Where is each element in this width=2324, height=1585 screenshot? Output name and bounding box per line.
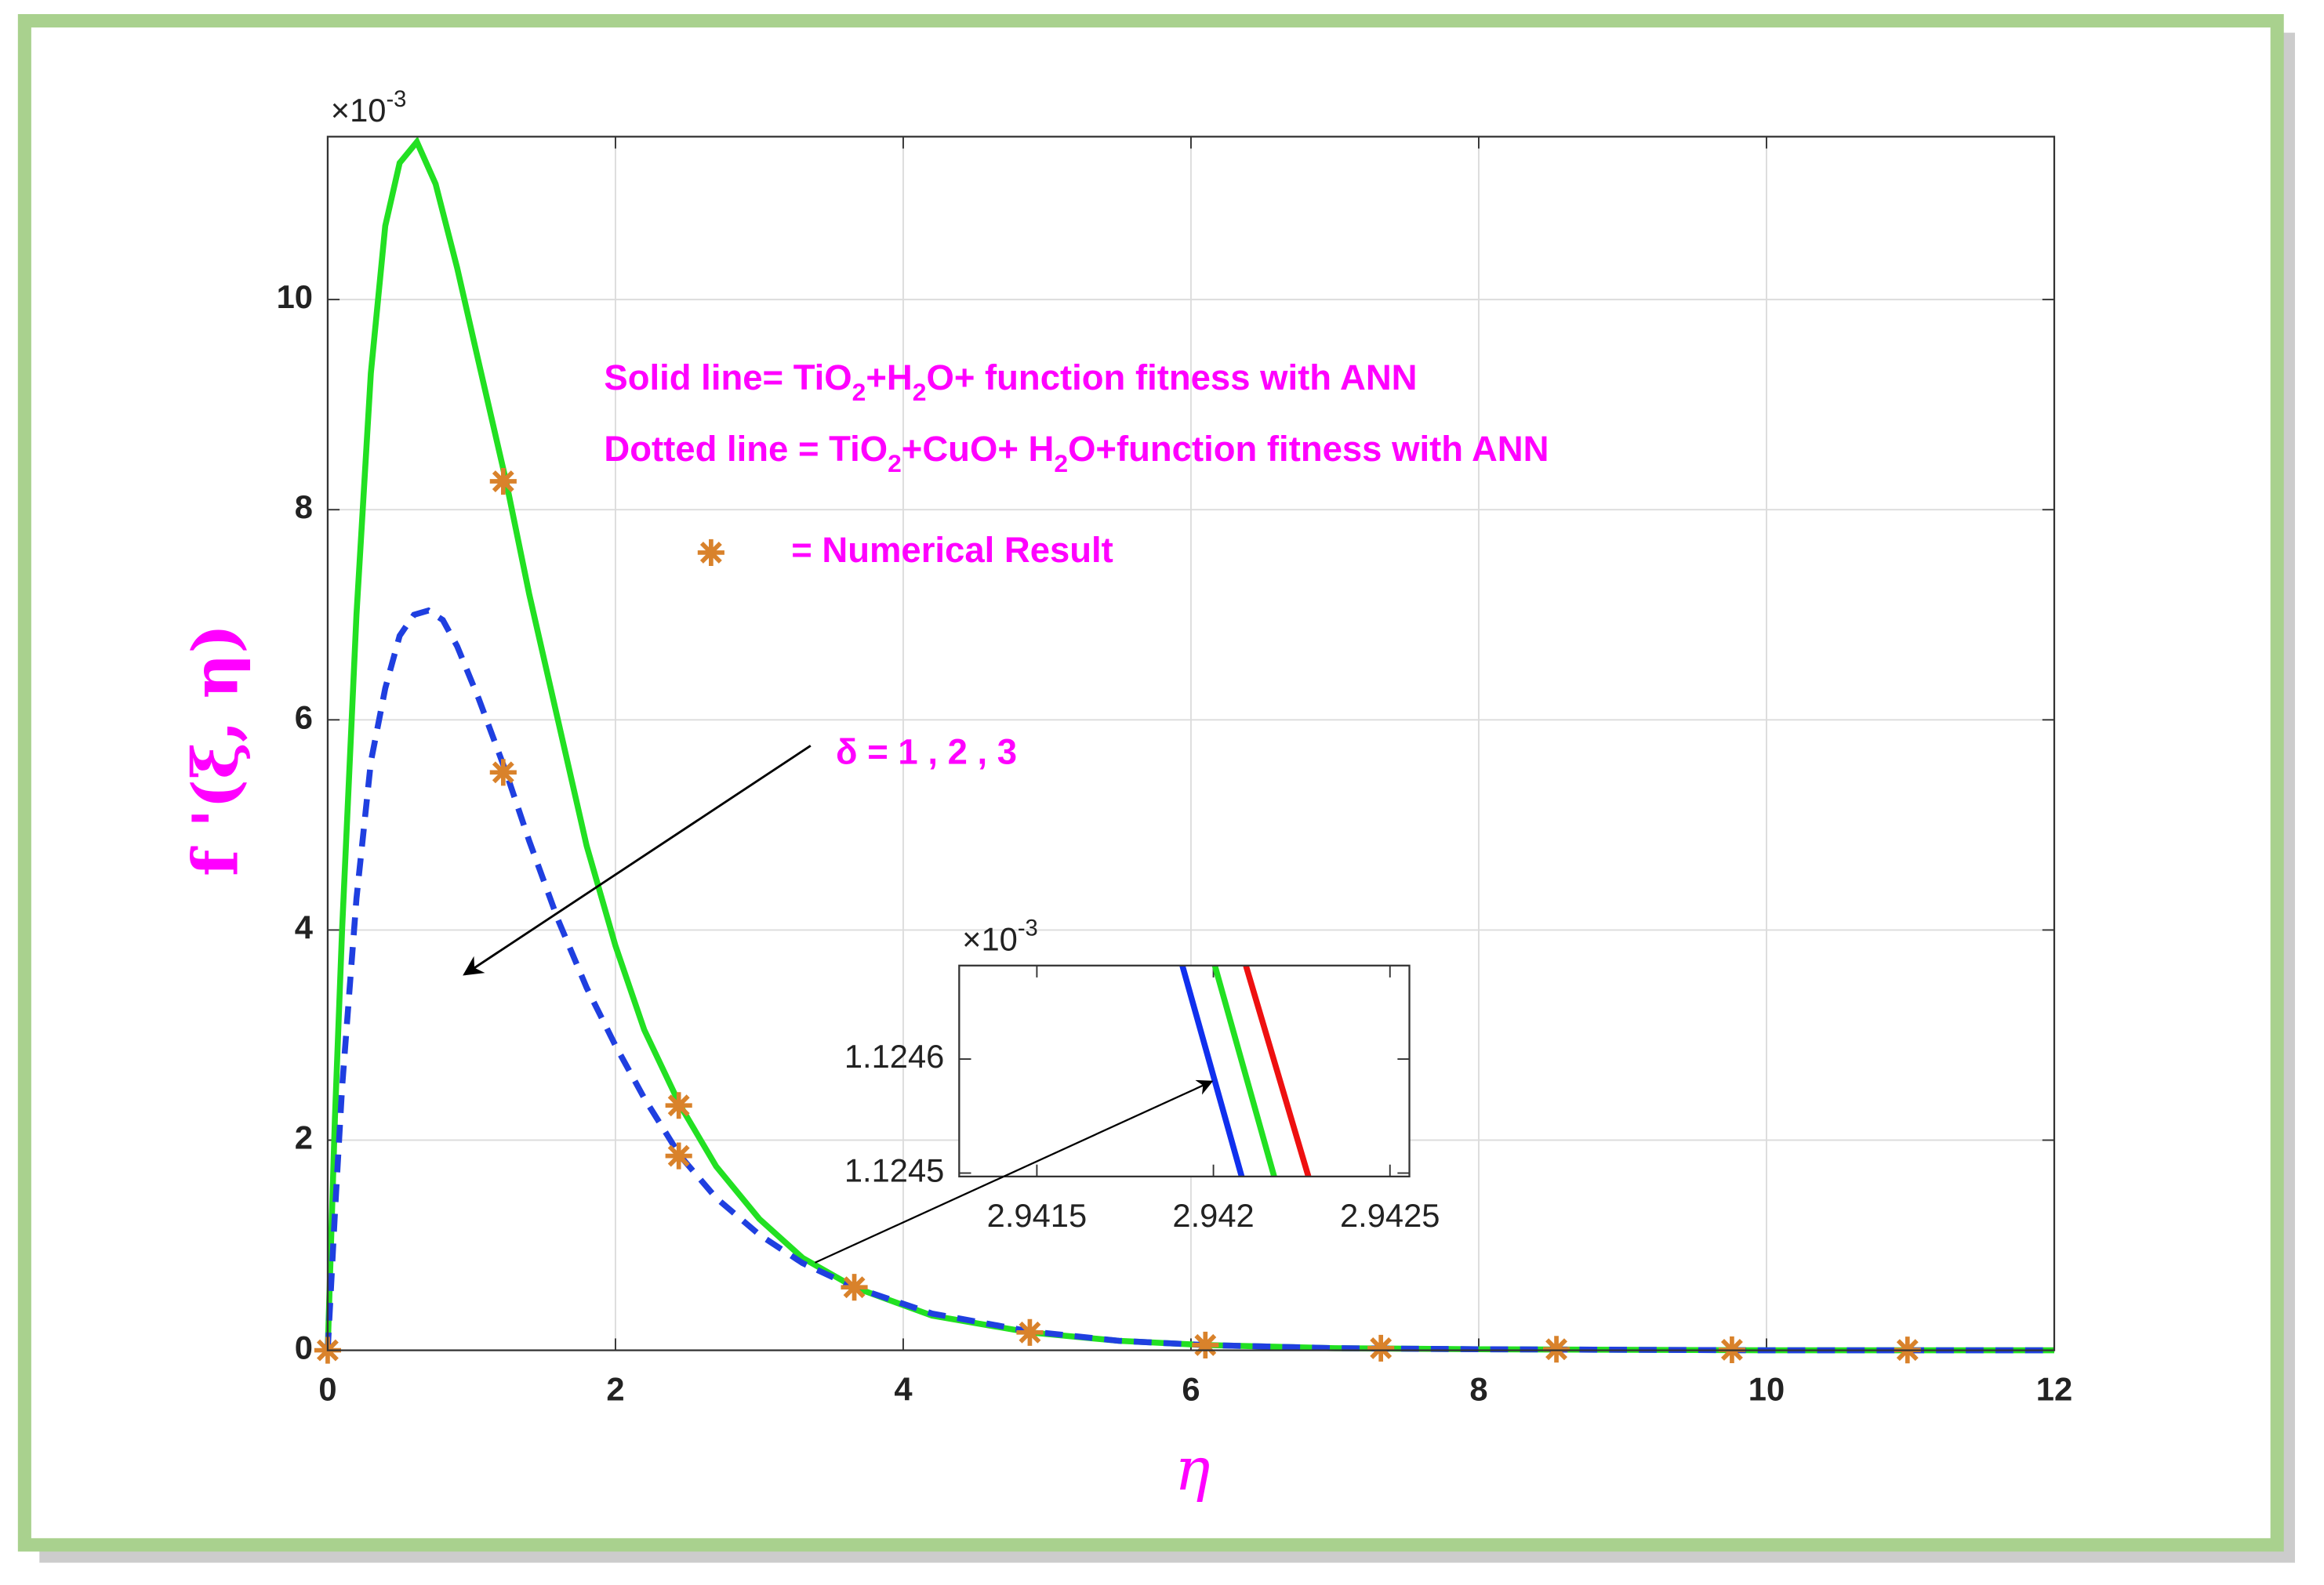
plot-border [958,964,1411,1178]
text-part: ×10 [331,92,387,129]
series-group [314,136,2054,1364]
text-part: δ = 1 , 2 , 3 [836,732,1017,772]
plot-border [326,136,2056,1351]
arrow [815,1079,1214,1264]
marker-star [1543,1336,1571,1363]
annotation: δ = 1 , 2 , 3 [836,732,1017,772]
marker-star [841,1274,868,1301]
data-line [1243,965,1312,1177]
y-tick-label: 10 [277,278,313,315]
y-tick-label: 6 [295,698,313,735]
x-tick-label: 4 [894,1371,912,1408]
marker-star [665,1142,692,1170]
x-axis-label: η [1175,1434,1210,1503]
text-part: -3 [386,87,406,112]
plot-area [959,965,1410,1177]
x-tick-label: 2.942 [1172,1197,1254,1234]
x-tick-label: 2.9415 [987,1197,1088,1234]
y-tick-label: 8 [295,488,313,525]
text-part: O+function fitness with ANN [1068,429,1549,469]
y-tick-label: 1.1246 [844,1038,945,1075]
annotation: Solid line= TiO2+H2O+ function fitness w… [604,357,1417,406]
text-part: 2 [888,449,902,477]
marker-star [1016,1318,1044,1346]
x-tick-label: 6 [1182,1371,1200,1408]
y-tick-label: 4 [295,909,313,945]
x-tick-label: 2 [606,1371,624,1408]
marker-star [697,539,724,567]
series-group [1179,965,1312,1177]
marker-star [665,1092,692,1119]
x-tick-label: 10 [1748,1371,1785,1408]
text-part: 2 [1054,449,1068,477]
y-multiplier: ×10-3 [331,87,407,129]
data-line [325,136,2054,1354]
arrow [463,745,812,976]
marker-star [1192,1331,1219,1358]
x-tick-label: 0 [318,1371,336,1408]
text-part: 2 [913,379,927,407]
annotation: = Numerical Result [791,530,1113,570]
marker-star [489,467,517,495]
text-part: Dotted line = TiO [604,429,888,469]
data-line [1211,965,1277,1177]
y-axis-label: f '(ξ, η) [178,624,252,876]
annotation: Dotted line = TiO2+CuO+ H2O+function fit… [604,429,1549,477]
y-tick-label: 1.1245 [844,1152,945,1189]
y-multiplier: ×10-3 [962,916,1038,957]
text-part: O+ function fitness with ANN [926,357,1417,397]
marker-star [1367,1334,1395,1362]
text-part: +H [866,357,912,397]
text-part: Solid line= TiO [604,357,852,397]
data-line [325,607,2054,1354]
text-part: = Numerical Result [791,530,1113,570]
text-part: -3 [1018,916,1038,941]
text-part: 2 [852,379,866,407]
text-part: +CuO+ H [902,429,1055,469]
text-part: ×10 [962,920,1018,957]
y-tick-label: 2 [295,1119,313,1156]
data-line [1179,965,1245,1177]
x-tick-label: 2.9425 [1340,1197,1440,1234]
y-tick-label: 0 [295,1329,313,1366]
x-tick-label: 12 [2036,1371,2072,1408]
marker-star [489,759,517,786]
x-tick-label: 8 [1469,1371,1487,1408]
